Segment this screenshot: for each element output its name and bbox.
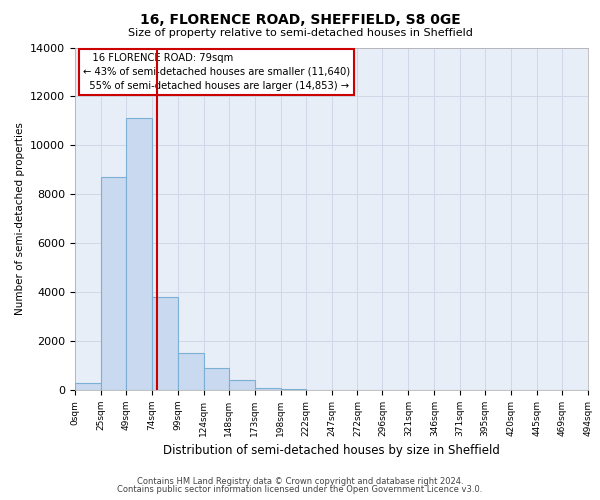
Text: 16 FLORENCE ROAD: 79sqm
← 43% of semi-detached houses are smaller (11,640)
  55%: 16 FLORENCE ROAD: 79sqm ← 43% of semi-de… (83, 52, 350, 90)
Y-axis label: Number of semi-detached properties: Number of semi-detached properties (14, 122, 25, 315)
Bar (75, 382, 101, 390)
Bar (126, 118, 152, 390)
Bar (152, 297, 178, 390)
Bar (178, 354, 204, 390)
Bar (281, 389, 305, 390)
Text: Size of property relative to semi-detached houses in Sheffield: Size of property relative to semi-detach… (128, 28, 472, 38)
Bar (204, 368, 229, 390)
X-axis label: Distribution of semi-detached houses by size in Sheffield: Distribution of semi-detached houses by … (163, 444, 500, 458)
Text: Contains HM Land Registry data © Crown copyright and database right 2024.: Contains HM Land Registry data © Crown c… (137, 477, 463, 486)
Text: Contains public sector information licensed under the Open Government Licence v3: Contains public sector information licen… (118, 485, 482, 494)
Bar (101, 177, 126, 390)
Bar (254, 388, 281, 390)
Bar (229, 380, 254, 390)
Text: 16, FLORENCE ROAD, SHEFFIELD, S8 0GE: 16, FLORENCE ROAD, SHEFFIELD, S8 0GE (140, 12, 460, 26)
